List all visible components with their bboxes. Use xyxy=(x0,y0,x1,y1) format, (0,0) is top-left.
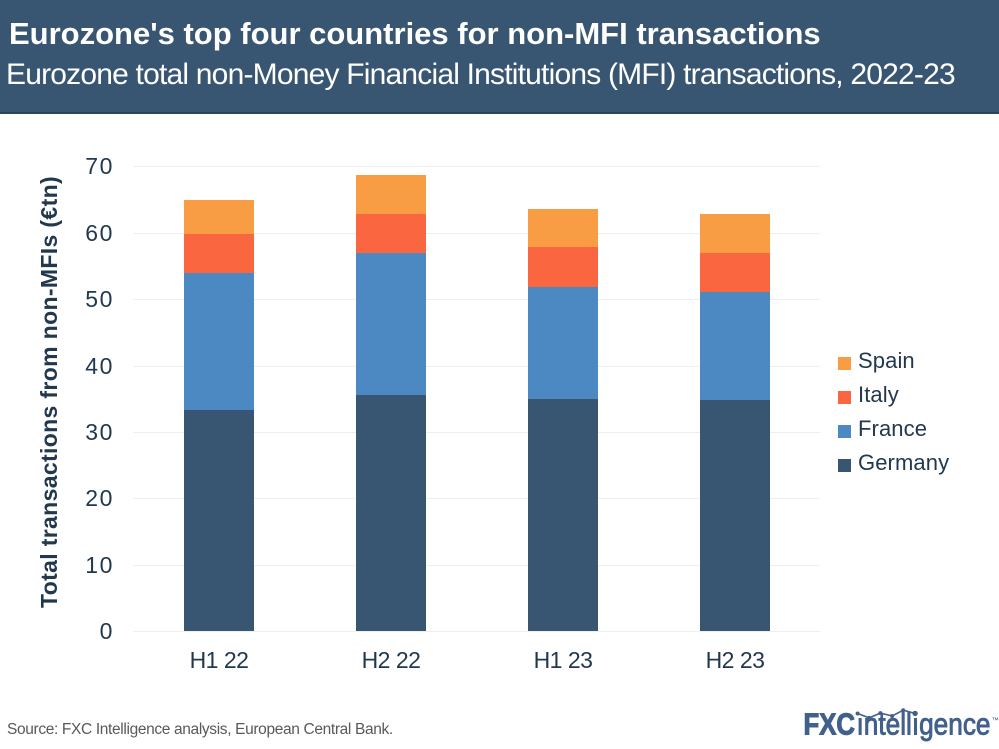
svg-text:FXC: FXC xyxy=(804,708,855,742)
svg-text:™: ™ xyxy=(992,716,999,725)
svg-text:ıntellıgence: ıntellıgence xyxy=(857,707,991,742)
